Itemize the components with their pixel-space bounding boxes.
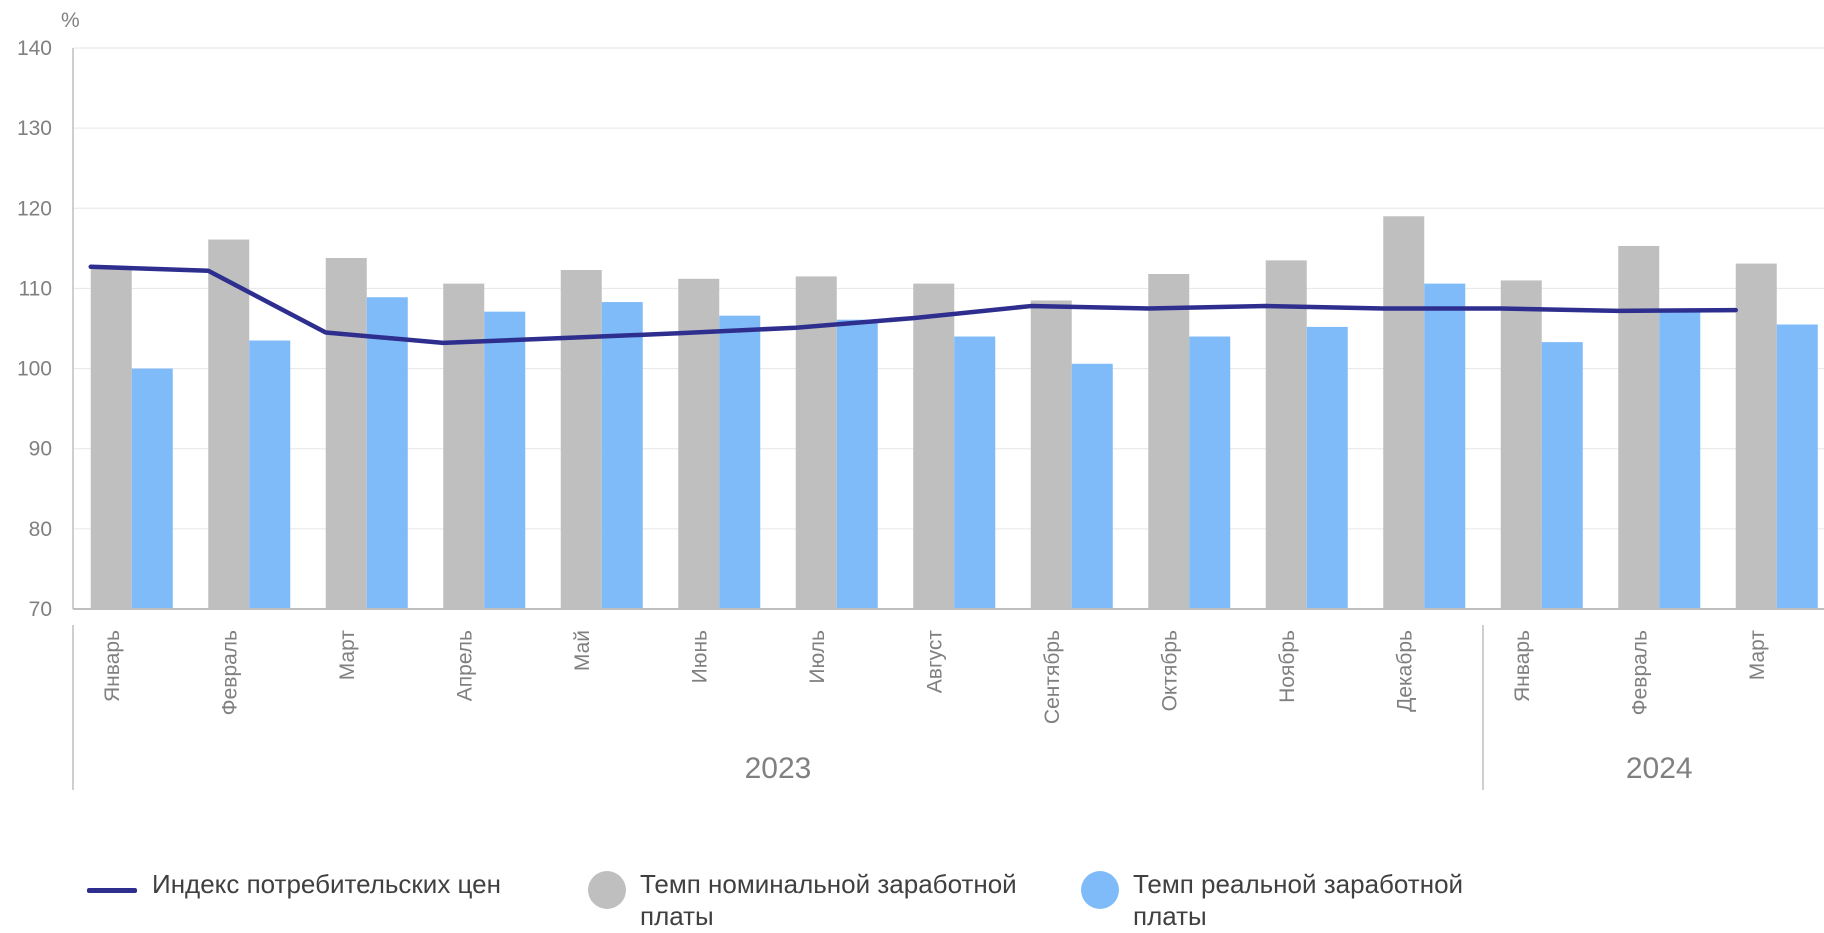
bar-nominal-wages <box>1735 263 1777 609</box>
bar-nominal-wages <box>795 276 837 609</box>
x-axis-year-labels: 2023 2024 <box>72 625 1693 790</box>
bar-real-wages <box>1659 311 1701 609</box>
x-month-label: Май <box>571 630 594 671</box>
x-year-label: 2024 <box>1626 752 1693 785</box>
y-tick-label: 140 <box>17 37 52 60</box>
x-month-label: Январь <box>101 630 124 702</box>
y-tick-label: 110 <box>19 277 52 300</box>
x-month-label: Апрель <box>453 630 476 701</box>
bar-real-wages <box>719 315 761 609</box>
x-month-label: Март <box>336 630 359 681</box>
x-axis-month-labels: Январь Февраль Март Апрель Май Июнь Июль Август… <box>101 630 1769 724</box>
bar-real-wages <box>1424 283 1466 609</box>
bar-real-wages <box>1776 324 1818 609</box>
bar-real-wages <box>1541 342 1583 609</box>
bar-real-wages <box>954 336 996 609</box>
y-tick-label: 120 <box>17 197 52 220</box>
x-month-label: Ноябрь <box>1276 630 1299 703</box>
bar-nominal-wages <box>1500 280 1542 609</box>
x-month-label: Июль <box>806 630 829 684</box>
bar-nominal-wages <box>90 267 132 609</box>
y-axis-tick-labels: 70 80 90 100 110 120 130 140 <box>17 37 52 621</box>
x-month-label: Февраль <box>218 630 241 715</box>
x-month-label: Октябрь <box>1158 630 1181 711</box>
bar-nominal-wages <box>1383 216 1425 610</box>
bar-real-wages <box>601 302 643 609</box>
legend-circle-marker-icon <box>588 871 626 909</box>
x-month-label: Февраль <box>1628 630 1651 715</box>
legend-item-cpi: Индекс потребительских цен <box>87 868 572 900</box>
x-month-label: Декабрь <box>1393 630 1416 712</box>
bar-nominal-wages <box>913 283 955 609</box>
x-month-label: Июнь <box>688 630 711 683</box>
bar-nominal-wages <box>1030 300 1072 609</box>
bar-nominal-wages <box>1265 260 1307 609</box>
x-year-label: 2023 <box>745 752 812 785</box>
line-series <box>88 264 1738 346</box>
x-month-label: Январь <box>1511 630 1534 702</box>
x-month-label: Март <box>1746 630 1769 681</box>
bar-nominal-wages <box>1148 274 1190 609</box>
bar-nominal-wages <box>443 283 485 609</box>
bar-nominal-wages <box>678 278 720 609</box>
bar-real-wages <box>836 319 878 609</box>
bar-real-wages <box>1306 326 1348 609</box>
y-axis-unit-label: % <box>61 9 80 32</box>
bar-real-wages <box>366 297 408 609</box>
x-month-label: Август <box>923 630 946 694</box>
legend-label-cpi: Индекс потребительских цен <box>152 869 501 899</box>
legend: Индекс потребительских цен Темп номиналь… <box>0 868 1824 933</box>
bar-nominal-wages <box>325 257 367 609</box>
legend-circle-marker-icon <box>1081 871 1119 909</box>
chart: % 70 80 90 100 110 120 130 140 Январь Февраль Мар… <box>17 9 1824 790</box>
y-tick-label: 100 <box>17 358 52 381</box>
legend-item-nominal-wages: Темп номинальной заработной платы <box>588 868 1040 932</box>
bar-real-wages <box>1071 363 1113 609</box>
bar-real-wages <box>484 311 526 609</box>
y-tick-label: 80 <box>29 518 52 541</box>
bar-nominal-wages <box>560 269 602 609</box>
legend-line-marker-icon <box>87 888 137 893</box>
bar-nominal-wages <box>208 239 250 609</box>
bar-real-wages <box>131 368 173 609</box>
y-tick-label: 70 <box>29 598 52 621</box>
axes <box>72 48 1824 610</box>
line-cpi <box>88 264 1738 346</box>
y-tick-label: 130 <box>17 117 52 140</box>
bar-real-wages <box>1189 336 1231 609</box>
legend-item-real-wages: Темп реальной заработной платы <box>1081 868 1533 932</box>
legend-label-nominal-wages: Темп номинальной заработной платы <box>640 869 1017 931</box>
bar-series <box>90 216 1818 610</box>
x-month-label: Сентябрь <box>1041 630 1064 724</box>
bar-real-wages <box>249 340 291 609</box>
legend-label-real-wages: Темп реальной заработной платы <box>1133 869 1464 931</box>
y-tick-label: 90 <box>29 438 52 461</box>
bar-nominal-wages <box>1618 245 1660 609</box>
